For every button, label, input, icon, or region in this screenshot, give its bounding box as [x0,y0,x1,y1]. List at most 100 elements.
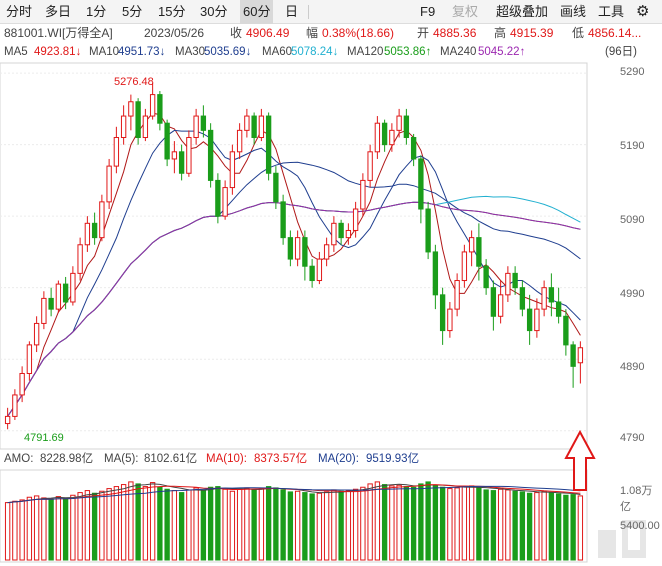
volume-bar [265,486,272,561]
tab-timeframe-active[interactable]: 60分 [240,0,274,24]
tab-timeframe[interactable]: 1分 [86,4,107,19]
candle-up [84,222,91,246]
volume-bar [280,489,286,561]
volume-bar [468,485,475,561]
price-tick: 4890 [620,361,645,373]
volume-bar [200,490,207,561]
amo-value: 8228.98亿 [40,453,94,465]
candle-up [236,129,243,153]
period-label[interactable]: (96日) [605,46,637,58]
ma120-value: 5053.86↑ [384,46,432,58]
volume-bar [316,492,323,561]
candle-down [200,115,207,131]
candle-up [331,222,337,246]
candle-down [157,94,163,124]
candle-down [563,315,569,346]
candle-down [555,301,562,317]
volume-bar [548,492,555,561]
candle-up [294,237,301,260]
tab-timeframe[interactable]: 30分 [200,4,228,19]
ma30-label: MA30 [175,46,206,58]
ma5-value: 4923.81↓ [34,46,82,58]
amo-ma5-value: 8102.61亿 [144,453,198,465]
candle-up [120,115,127,139]
candle-down [338,222,344,239]
settings-gear-icon[interactable]: ⚙ [636,3,650,20]
volume-bar [432,484,439,561]
volume-bar [215,486,221,561]
candle-up [12,394,18,417]
low-value: 4856.14... [588,26,642,40]
tab-timeframe[interactable]: 15分 [158,4,186,19]
volume-bar [135,483,141,561]
candle-up [70,272,76,303]
volume-bar [425,481,431,561]
candle-down [410,137,417,160]
tools-button[interactable]: 工具 [598,4,625,19]
amo-ma20-value: 9519.93亿 [366,453,420,465]
candle-up [99,201,105,239]
tab-timeframe[interactable]: 日 [285,4,299,19]
volume-bar [338,490,344,561]
draw-button[interactable]: 画线 [560,4,587,19]
tab-timeframe[interactable]: 5分 [122,4,143,19]
security-code: 881001.WI[万得全A] [4,26,113,40]
volume-bar [505,489,511,561]
volume-bar [70,494,76,561]
tab-timeframe[interactable]: 分时 [6,4,33,19]
volume-bar [128,481,134,561]
ma10-value: 4951.73↓ [118,46,166,58]
candle-up [222,187,228,217]
ma60-label: MA60 [262,46,293,58]
low-label: 低 [572,26,585,40]
candle-down [91,222,98,239]
candle-up [461,251,468,282]
volume-bar [367,483,373,561]
candle-down [519,287,526,310]
low-annotation: 4791.69 [24,432,64,444]
overlay-button[interactable]: 超级叠加 [496,4,549,19]
volume-bar [26,496,33,561]
volume-bar [454,487,460,561]
volume-bar [374,481,381,561]
volume-bar [360,486,366,561]
candle-down [265,115,272,174]
candle-up [4,415,11,425]
price-tick: 4990 [620,288,645,300]
candle-down [309,265,315,282]
candle-up [128,101,134,117]
restore-button[interactable]: 复权 [452,4,479,19]
volume-bar [555,493,562,561]
candle-up [142,115,149,139]
volume-bar [563,494,569,561]
toolbar: 分时 多日 1分 5分 15分 30分 60分 日 F9 复权 超级叠加 画线 … [0,0,662,24]
red-up-arrow-icon [564,429,596,491]
candle-up [497,294,504,317]
ma-legend: MA5 4923.81↓ MA10 4951.73↓ MA30 5035.69↓… [0,43,662,61]
volume-bar [352,488,359,561]
amo-ma20-label: MA(20): [318,453,359,465]
volume-bar [91,492,98,561]
candle-down [302,237,308,267]
volume-bar [570,494,576,561]
ma30-value: 5035.69↓ [204,46,252,58]
candle-down [483,265,489,289]
volume-bar [534,492,540,561]
volume-bar [106,488,112,561]
candle-down [526,308,533,332]
tab-timeframe[interactable]: 多日 [45,4,72,19]
volume-bar [4,502,11,561]
volume-bar [84,490,91,561]
f9-button[interactable]: F9 [420,4,436,19]
amo-ma5-label: MA(5): [104,453,139,465]
volume-bar [287,491,294,561]
high-annotation: 5276.48 [114,76,154,88]
volume-bar [273,487,279,561]
volume-bar [207,486,214,561]
volume-bar [309,493,315,561]
volume-bar [41,497,47,561]
candle-down [490,287,497,317]
candle-up [360,179,366,210]
volume-bar [447,488,453,561]
